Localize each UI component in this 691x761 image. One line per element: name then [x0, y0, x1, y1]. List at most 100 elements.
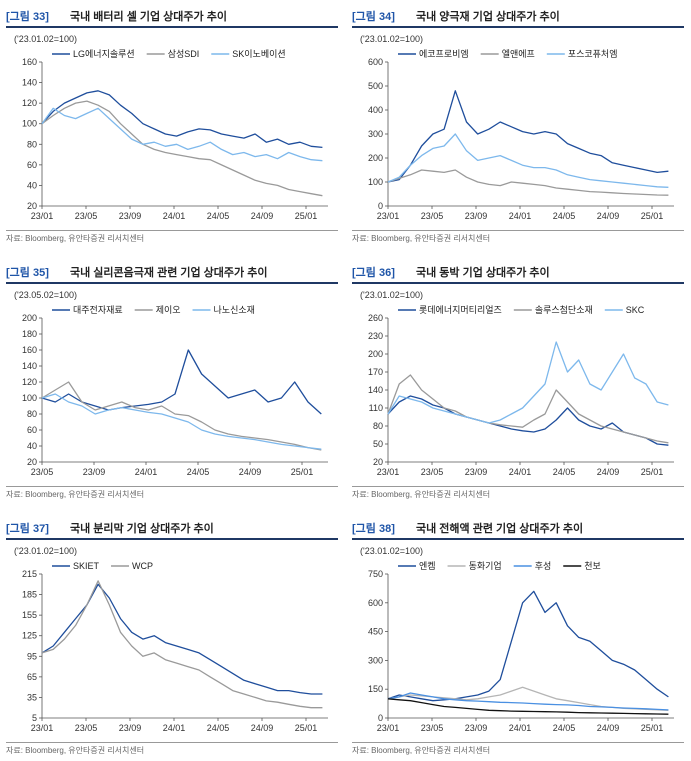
legend-label: 엘앤에프 — [502, 49, 535, 59]
y-tick-label: 300 — [368, 655, 383, 665]
x-tick-label: 24/09 — [597, 723, 620, 733]
y-tick-label: 100 — [22, 119, 37, 129]
x-tick-label: 25/01 — [641, 211, 664, 221]
series-line-1 — [387, 590, 669, 702]
figure-tag: [그림 37] — [6, 523, 49, 535]
y-tick-label: 120 — [22, 98, 37, 108]
y-tick-label: 200 — [368, 153, 383, 163]
base-date-label: ('23.01.02=100) — [360, 34, 424, 44]
x-tick-label: 23/01 — [377, 723, 400, 733]
y-tick-label: 40 — [27, 441, 37, 451]
x-tick-label: 23/01 — [31, 211, 54, 221]
x-tick-label: 24/05 — [187, 467, 210, 477]
electrolyte-chart: 0 150 300 450 600 750 23/01 23/05 23/09 24/01 24/0… — [368, 560, 674, 733]
legend-label: 삼성SDI — [168, 49, 200, 59]
legend-label: 포스코퓨처엠 — [568, 48, 618, 59]
x-tick-label: 24/01 — [509, 467, 532, 477]
series-line-1 — [41, 90, 323, 149]
source-note: 자료: Bloomberg, 유안타증권 리서치센터 — [6, 486, 338, 500]
x-tick-label: 23/09 — [119, 723, 142, 733]
base-date-label: ('23.01.02=100) — [14, 546, 78, 556]
figure-tag: [그림 36] — [352, 267, 395, 279]
y-tick-label: 155 — [22, 610, 37, 620]
y-tick-label: 80 — [373, 421, 383, 431]
legend-label: 에코프로비엠 — [419, 48, 469, 59]
series-line-2 — [387, 374, 669, 444]
figure-title: 국내 분리막 기업 상대주가 추이 — [70, 523, 214, 535]
figure-tag: [그림 38] — [352, 523, 395, 535]
legend-label: LG에너지솔루션 — [73, 49, 135, 59]
x-tick-label: 24/09 — [597, 467, 620, 477]
source-note: 자료: Bloomberg, 유안타증권 리서치센터 — [352, 742, 684, 756]
x-tick-label: 23/09 — [119, 211, 142, 221]
y-tick-label: 5 — [32, 713, 37, 723]
y-tick-label: 600 — [368, 598, 383, 608]
x-tick-label: 24/01 — [509, 211, 532, 221]
figure-header: [그림 33] 국내 배터리 셀 기업 상대주가 추이 — [6, 6, 338, 28]
x-tick-label: 23/09 — [83, 467, 106, 477]
x-tick-label: 25/01 — [641, 723, 664, 733]
y-tick-label: 60 — [27, 425, 37, 435]
y-tick-label: 300 — [368, 129, 383, 139]
base-date-label: ('23.01.02=100) — [14, 34, 78, 44]
x-tick-label: 24/09 — [597, 211, 620, 221]
series-line-3 — [387, 692, 669, 711]
y-tick-label: 40 — [27, 180, 37, 190]
legend-label: SK이노베이션 — [232, 49, 285, 59]
y-tick-label: 20 — [27, 457, 37, 467]
source-note: 자료: Bloomberg, 유안타증권 리서치센터 — [6, 742, 338, 756]
y-tick-label: 80 — [27, 409, 37, 419]
copper-foil-chart: 20 50 80 110 140 170 200 230 260 23/01 23/05 23/09 2… — [368, 305, 674, 477]
y-tick-label: 160 — [22, 345, 37, 355]
x-tick-label: 24/09 — [251, 211, 274, 221]
series-line-1 — [387, 90, 669, 183]
figure-title: 국내 배터리 셀 기업 상대주가 추이 — [70, 11, 227, 23]
figure-35-panel: [그림 35] 국내 실리콘음극재 관련 기업 상대주가 추이 ('23.05.… — [6, 260, 342, 505]
figure-33-panel: [그림 33] 국내 배터리 셀 기업 상대주가 추이 ('23.01.02=1… — [6, 4, 342, 249]
series-line-2 — [41, 100, 323, 197]
y-tick-label: 260 — [368, 313, 383, 323]
x-tick-label: 23/05 — [31, 467, 54, 477]
battery-cell-chart: 20 40 60 80 100 120 140 160 23/01 23/05 23/09 24/01… — [22, 49, 328, 221]
series-line-3 — [387, 133, 669, 188]
y-tick-label: 450 — [368, 627, 383, 637]
y-tick-label: 230 — [368, 331, 383, 341]
x-tick-label: 24/09 — [239, 467, 262, 477]
x-tick-label: 23/05 — [421, 467, 444, 477]
y-tick-label: 35 — [27, 692, 37, 702]
y-tick-label: 50 — [373, 439, 383, 449]
legend-label: SKIET — [73, 561, 100, 571]
series-line-1 — [41, 583, 323, 695]
figure-title: 국내 동박 기업 상대주가 추이 — [416, 267, 550, 279]
x-tick-label: 24/05 — [553, 723, 576, 733]
legend-label: 천보 — [584, 561, 601, 571]
y-tick-label: 0 — [378, 201, 383, 211]
x-tick-label: 25/01 — [295, 723, 318, 733]
series-line-2 — [41, 381, 322, 451]
figure-header: [그림 38] 국내 전해액 관련 기업 상대주가 추이 — [352, 518, 684, 540]
x-tick-label: 23/01 — [377, 467, 400, 477]
x-tick-label: 24/01 — [135, 467, 158, 477]
y-tick-label: 80 — [27, 139, 37, 149]
y-tick-label: 140 — [368, 385, 383, 395]
y-tick-label: 500 — [368, 81, 383, 91]
y-tick-label: 200 — [22, 313, 37, 323]
x-tick-label: 25/01 — [641, 467, 664, 477]
x-tick-label: 24/09 — [251, 723, 274, 733]
legend-label: WCP — [132, 561, 153, 571]
series-line-2 — [387, 686, 669, 711]
figure-header: [그림 34] 국내 양극재 기업 상대주가 추이 — [352, 6, 684, 28]
figure-header: [그림 35] 국내 실리콘음극재 관련 기업 상대주가 추이 — [6, 262, 338, 284]
figure-title: 국내 실리콘음극재 관련 기업 상대주가 추이 — [70, 267, 268, 279]
y-tick-label: 140 — [22, 361, 37, 371]
y-tick-label: 65 — [27, 672, 37, 682]
x-tick-label: 23/05 — [75, 211, 98, 221]
legend-label: 제이오 — [156, 305, 181, 315]
x-tick-label: 23/09 — [465, 723, 488, 733]
x-tick-label: 23/05 — [421, 723, 444, 733]
y-tick-label: 140 — [22, 78, 37, 88]
x-tick-label: 23/05 — [421, 211, 444, 221]
figure-title: 국내 전해액 관련 기업 상대주가 추이 — [416, 523, 584, 535]
source-note: 자료: Bloomberg, 유안타증권 리서치센터 — [352, 486, 684, 500]
x-tick-label: 25/01 — [291, 467, 314, 477]
